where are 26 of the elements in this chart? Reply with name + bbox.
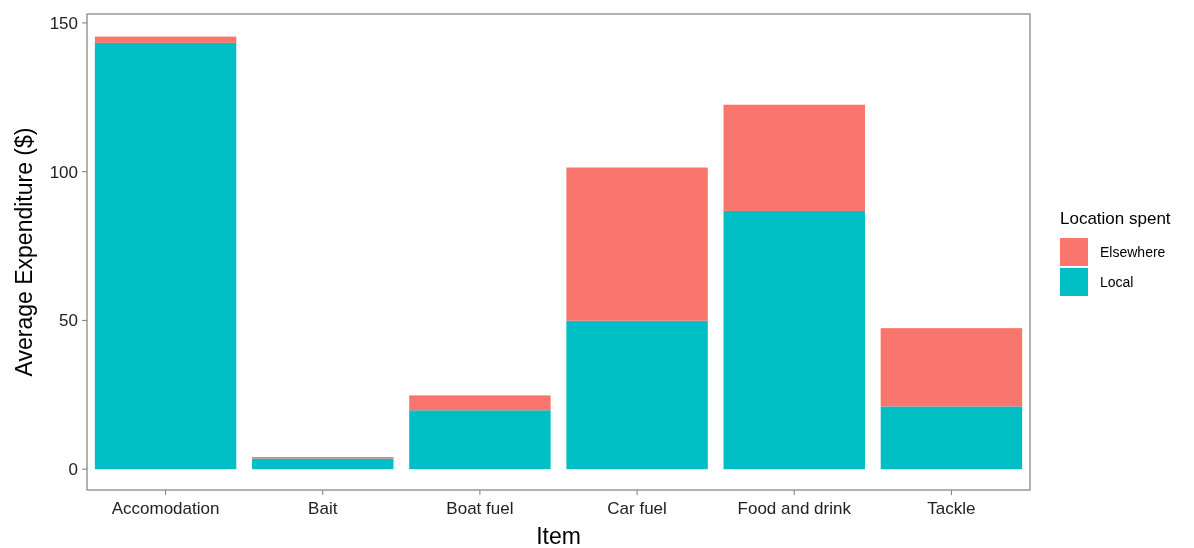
y-tick-label: 150 xyxy=(49,13,78,33)
bar xyxy=(252,458,394,470)
x-tick-label: Boat fuel xyxy=(446,499,514,518)
bar xyxy=(94,42,237,470)
bar xyxy=(723,104,865,211)
legend-title: Location spent xyxy=(1060,209,1171,228)
bar xyxy=(409,410,551,470)
legend-label: Elsewhere xyxy=(1100,243,1166,260)
bar xyxy=(566,320,708,470)
x-axis-title: Item xyxy=(536,523,581,548)
x-tick-label: Bait xyxy=(308,499,338,518)
legend-label: Local xyxy=(1100,273,1134,290)
y-axis-title: Average Expenditure ($) xyxy=(11,127,37,377)
bar xyxy=(94,36,237,43)
x-tick-label: Tackle xyxy=(927,499,976,518)
x-tick-label: Accomodation xyxy=(111,499,220,518)
bar xyxy=(880,406,1023,470)
x-tick-label: Food and drink xyxy=(737,499,852,518)
bar xyxy=(409,395,551,411)
y-tick-label: 100 xyxy=(49,162,78,182)
y-tick-label: 0 xyxy=(68,460,78,480)
bar xyxy=(880,328,1023,407)
bar xyxy=(723,210,865,470)
bar xyxy=(566,167,708,321)
y-tick-label: 50 xyxy=(59,311,78,331)
x-tick-label: Car fuel xyxy=(607,499,667,518)
